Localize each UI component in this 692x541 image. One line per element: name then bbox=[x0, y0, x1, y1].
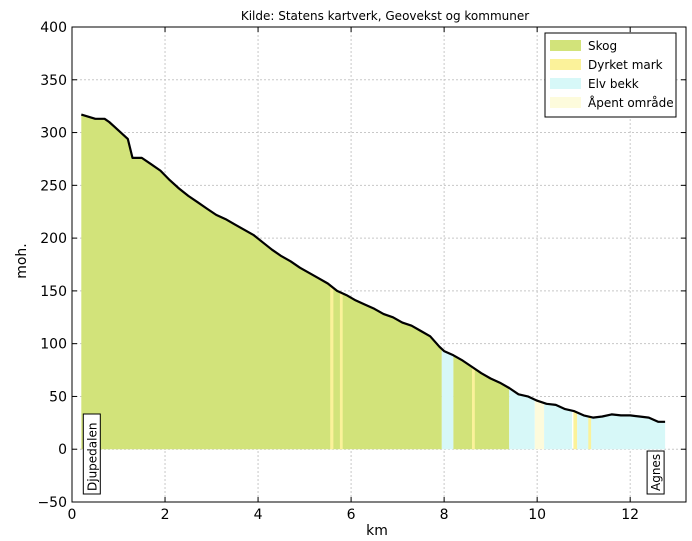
legend-label: Åpent område bbox=[588, 95, 674, 110]
chart-title: Kilde: Statens kartverk, Geovekst og kom… bbox=[241, 9, 529, 23]
place-label-box bbox=[646, 450, 665, 495]
place-label: Djupedalen bbox=[82, 413, 101, 495]
legend-swatch bbox=[550, 40, 581, 51]
elevation-profile-line bbox=[80, 113, 666, 423]
y-tick-label: −50 bbox=[37, 495, 67, 511]
land-cover-area bbox=[573, 411, 578, 450]
land-cover-area bbox=[81, 114, 442, 450]
x-tick-label: 0 bbox=[68, 507, 77, 523]
place-label-box bbox=[82, 413, 101, 495]
x-tick-label: 6 bbox=[347, 507, 356, 523]
x-tick-label: 4 bbox=[254, 507, 263, 523]
land-cover-area bbox=[472, 366, 475, 450]
legend-label: Dyrket mark bbox=[588, 58, 663, 72]
x-tick-label: 2 bbox=[161, 507, 170, 523]
legend-swatch bbox=[550, 78, 581, 89]
land-cover-area bbox=[339, 292, 343, 450]
y-tick-label: 200 bbox=[40, 231, 67, 247]
y-axis-label: moh. bbox=[14, 243, 30, 279]
place-label-text: Agnes bbox=[649, 454, 663, 491]
land-cover-area bbox=[453, 355, 510, 450]
legend-label: Elv bekk bbox=[588, 77, 639, 91]
x-tick-label: 8 bbox=[440, 507, 449, 523]
land-cover-area bbox=[544, 403, 572, 450]
land-cover-area bbox=[593, 414, 666, 450]
x-tick-label: 12 bbox=[621, 507, 639, 523]
place-label: Agnes bbox=[646, 450, 665, 495]
place-label-text: Djupedalen bbox=[85, 423, 99, 491]
y-tick-label: 100 bbox=[40, 337, 67, 353]
land-cover-area bbox=[330, 285, 334, 450]
legend-swatch bbox=[550, 97, 581, 108]
legend-swatch bbox=[550, 59, 581, 70]
y-tick-label: 50 bbox=[49, 389, 67, 405]
land-cover-area bbox=[509, 388, 535, 450]
y-tick-label: 350 bbox=[40, 73, 67, 89]
x-axis-label: km bbox=[366, 523, 388, 537]
land-cover-area bbox=[588, 416, 592, 450]
legend-label: Skog bbox=[588, 39, 617, 53]
y-tick-label: 300 bbox=[40, 126, 67, 142]
x-tick-label: 10 bbox=[528, 507, 546, 523]
y-tick-label: 250 bbox=[40, 178, 67, 194]
plot-frame bbox=[71, 26, 687, 503]
land-cover-area bbox=[534, 399, 545, 450]
land-cover-area bbox=[441, 348, 454, 450]
y-tick-label: 400 bbox=[40, 20, 67, 36]
y-tick-label: 150 bbox=[40, 284, 67, 300]
y-tick-label: 0 bbox=[58, 442, 67, 458]
